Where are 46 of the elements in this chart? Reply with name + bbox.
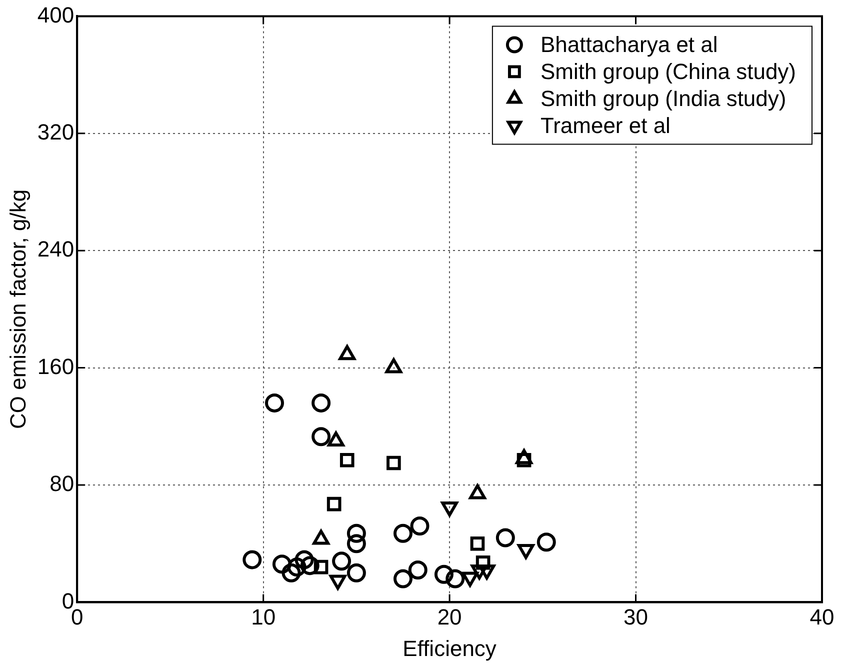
point: [434, 564, 454, 584]
legend-label: Bhattacharya et al: [540, 32, 718, 57]
point: [265, 393, 284, 412]
point: [242, 550, 262, 570]
point: [294, 550, 314, 570]
point: [338, 345, 356, 360]
x-tick-label: 10: [251, 604, 276, 630]
y-tick-label: 80: [50, 471, 74, 496]
point: [332, 552, 352, 571]
point: [328, 432, 344, 447]
legend-label: Smith group (China study): [540, 58, 796, 84]
point: [386, 456, 401, 470]
point: [393, 569, 412, 588]
point: [516, 449, 532, 464]
point: [282, 563, 301, 582]
y-tick-label: 160: [37, 354, 74, 379]
point: [408, 560, 428, 580]
x-axis-title: Efficiency: [402, 636, 496, 661]
point: [312, 393, 331, 412]
point: [326, 496, 342, 512]
y-tick-label: 240: [37, 236, 74, 262]
point: [314, 560, 328, 574]
point: [346, 534, 366, 554]
point: [300, 556, 320, 576]
point: [476, 555, 490, 570]
point: [385, 358, 402, 374]
point: [470, 536, 485, 551]
legend-label: Smith group (India study): [540, 86, 786, 111]
x-tick-label: 30: [624, 604, 648, 630]
legend-label: Trameer et al: [540, 112, 670, 138]
y-axis-title: CO emission factor, g/kg: [5, 189, 30, 430]
point: [312, 427, 331, 446]
point: [346, 524, 366, 543]
point: [340, 452, 354, 468]
point: [287, 558, 306, 577]
x-tick-label: 40: [810, 604, 834, 630]
point: [446, 569, 465, 588]
y-tick-label: 320: [37, 119, 74, 144]
point: [346, 563, 366, 582]
point: [272, 554, 292, 574]
x-tick-label: 20: [437, 604, 462, 630]
y-tick-label: 400: [37, 2, 74, 28]
point: [410, 516, 430, 536]
point: [393, 524, 412, 543]
point: [496, 528, 515, 548]
point: [536, 532, 556, 552]
